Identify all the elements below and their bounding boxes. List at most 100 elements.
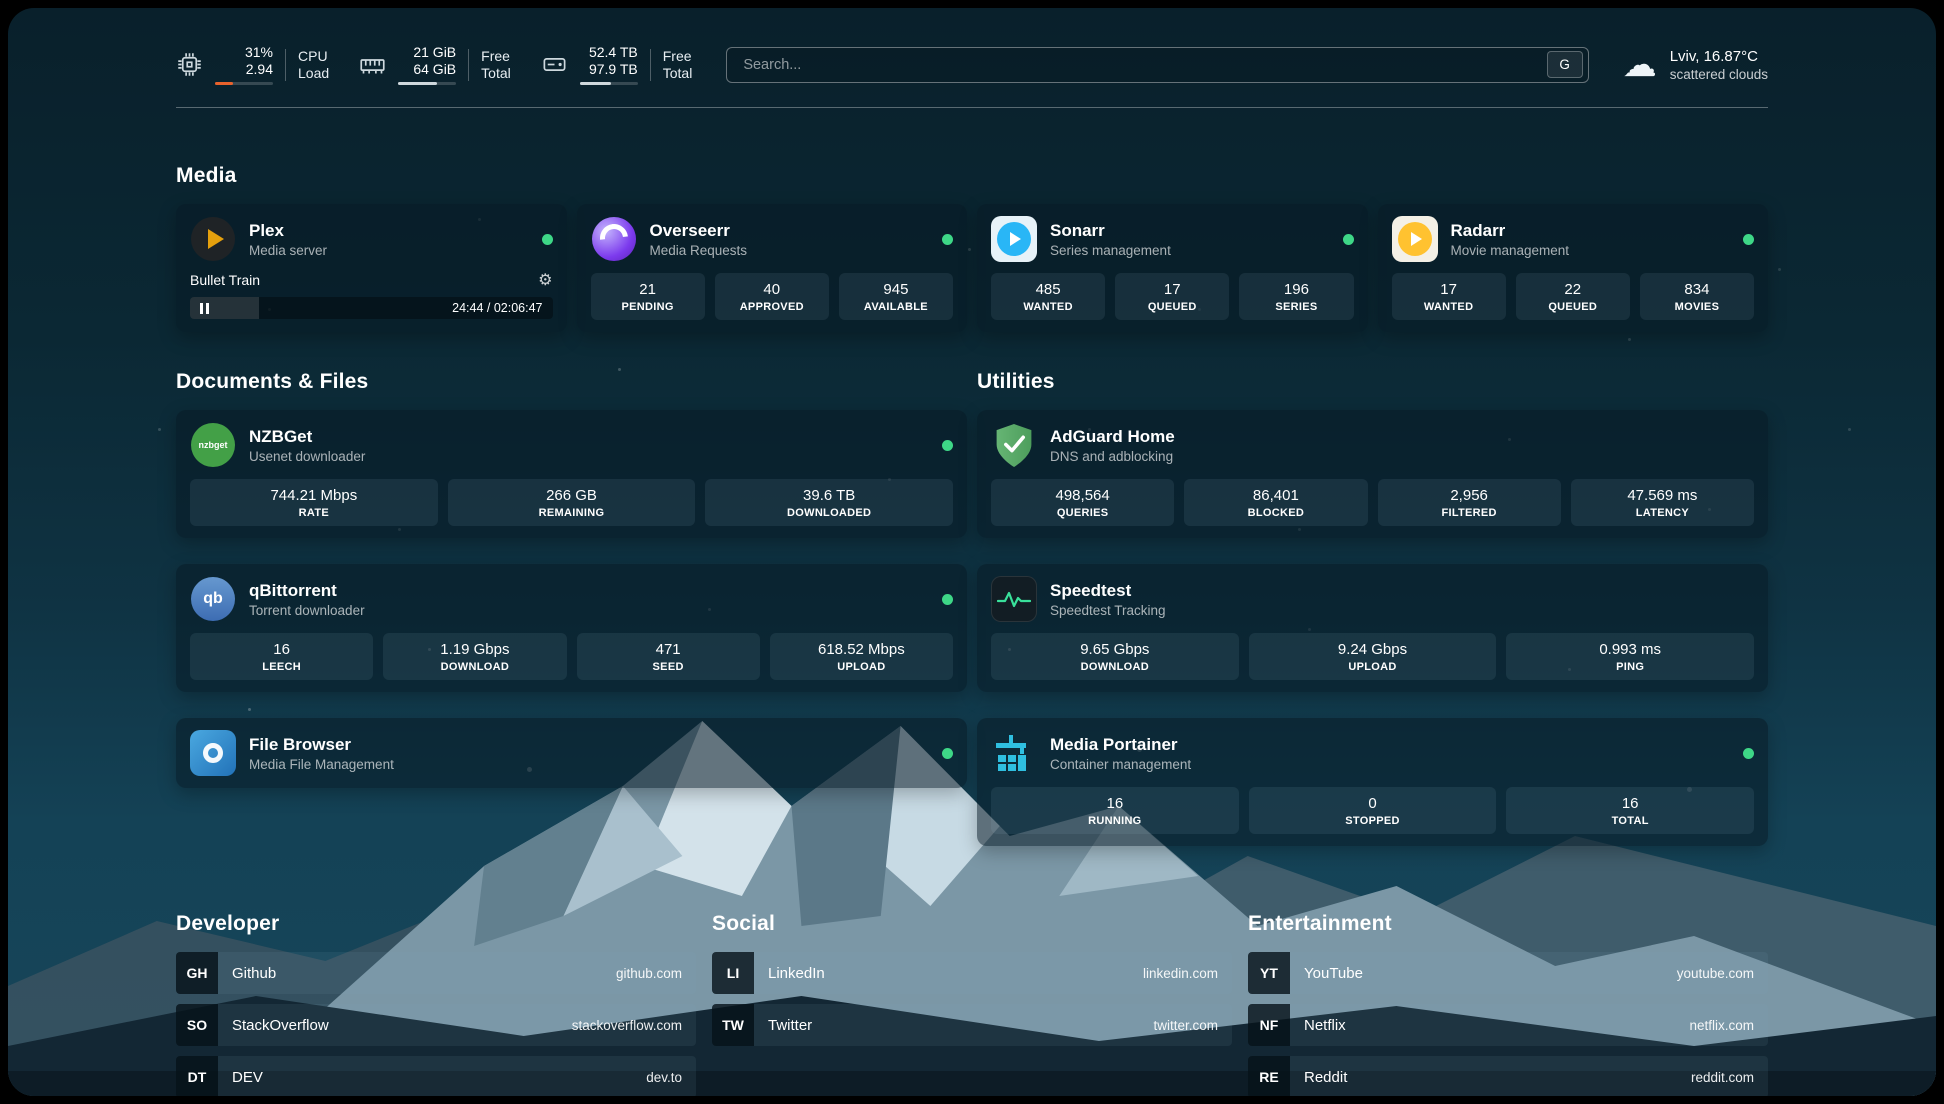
app-card-overseerr[interactable]: Overseerr Media Requests 21 PENDING — [576, 204, 967, 332]
app-card-sonarr[interactable]: Sonarr Series management 485 WANTED — [977, 204, 1368, 332]
bookmark-twitter[interactable]: TW Twitter twitter.com — [712, 1004, 1232, 1046]
stat-box: 266 GB REMAINING — [447, 479, 696, 526]
bookmark-group-entertainment: Entertainment YT YouTube youtube.com NF … — [1248, 912, 1768, 1096]
bookmark-stackoverflow[interactable]: SO StackOverflow stackoverflow.com — [176, 1004, 696, 1046]
bookmark-netflix[interactable]: NF Netflix netflix.com — [1248, 1004, 1768, 1046]
stat-label: SERIES — [1275, 301, 1318, 313]
search-engine-button[interactable]: G — [1546, 51, 1583, 78]
stat-box: 16 LEECH — [190, 633, 374, 680]
linkedin-icon: LI — [712, 952, 754, 994]
stat-label: PING — [1616, 661, 1645, 673]
ram-usage-bar — [398, 82, 457, 85]
dashboard-screen: 31% 2.94 CPU Load — [8, 8, 1936, 1096]
ram-label-2: Total — [481, 64, 511, 81]
stat-value: 834 — [1684, 281, 1710, 298]
bookmark-linkedin[interactable]: LI LinkedIn linkedin.com — [712, 952, 1232, 994]
status-dot — [541, 233, 553, 245]
stat-box: 22 QUEUED — [1515, 273, 1630, 320]
status-dot — [1342, 233, 1354, 245]
bookmark-name: Reddit — [1304, 1068, 1348, 1086]
stat-box: 16 RUNNING — [991, 787, 1239, 834]
stat-value: 9.65 Gbps — [1080, 641, 1150, 658]
section-utilities: Utilities — [977, 370, 1768, 846]
disk-icon — [543, 58, 566, 71]
stat-value: 0 — [1368, 795, 1377, 812]
app-card-qbittorrent[interactable]: qb qBittorrent Torrent downloader — [176, 564, 967, 692]
ram-total-value: 64 GiB — [413, 61, 457, 77]
bookmark-name: Twitter — [768, 1016, 813, 1034]
weather-location: Lviv, 16.87°C — [1669, 47, 1758, 65]
bookmark-name: Github — [232, 964, 277, 982]
app-subtitle: Movie management — [1450, 242, 1570, 258]
stackoverflow-icon: SO — [176, 1004, 218, 1046]
search-bar[interactable]: G — [726, 46, 1589, 83]
plex-icon — [190, 216, 236, 262]
stat-box: 17 QUEUED — [1115, 273, 1230, 320]
stat-box: 196 SERIES — [1239, 273, 1354, 320]
bookmark-name: LinkedIn — [768, 964, 825, 982]
bookmark-name: YouTube — [1304, 964, 1363, 982]
app-card-nzbget[interactable]: nzbget NZBGet Usenet downloader — [176, 410, 967, 538]
stat-label: LEECH — [262, 661, 302, 673]
top-bar: 31% 2.94 CPU Load — [176, 8, 1768, 85]
status-dot — [942, 233, 953, 245]
stat-box: 2,956 FILTERED — [1377, 479, 1561, 526]
stat-label: AVAILABLE — [863, 301, 928, 313]
app-card-speedtest[interactable]: Speedtest Speedtest Tracking 9.65 Gbps D… — [977, 564, 1768, 692]
app-card-filebrowser[interactable]: File Browser Media File Management — [176, 718, 967, 788]
bookmark-url: reddit.com — [1690, 1069, 1754, 1085]
cpu-percent: 31% — [244, 44, 273, 60]
section-title-documents: Documents & Files — [176, 370, 369, 393]
stat-label: DOWNLOADED — [787, 507, 872, 519]
app-card-adguard[interactable]: AdGuard Home DNS and adblocking 498,564 … — [977, 410, 1768, 538]
adguard-icon — [991, 422, 1037, 468]
stat-label: TOTAL — [1611, 815, 1649, 827]
status-dot — [942, 747, 953, 759]
stat-label: UPLOAD — [1348, 661, 1397, 673]
stat-value: 471 — [655, 641, 681, 658]
app-title: Speedtest — [1050, 580, 1132, 600]
radarr-icon — [1391, 216, 1438, 262]
bookmark-youtube[interactable]: YT YouTube youtube.com — [1248, 952, 1768, 994]
bookmark-reddit[interactable]: RE Reddit reddit.com — [1248, 1056, 1768, 1096]
stat-value: 21 — [639, 281, 656, 298]
app-card-plex[interactable]: Plex Media server Bullet Train ⚙ — [176, 204, 567, 332]
stat-box: 485 WANTED — [991, 273, 1106, 320]
bookmark-github[interactable]: GH Github github.com — [176, 952, 696, 994]
settings-gear-icon[interactable]: ⚙ — [538, 272, 553, 289]
stat-value: 16 — [1106, 795, 1124, 812]
bookmark-group-social: Social LI LinkedIn linkedin.com TW Twitt… — [712, 912, 1232, 1096]
app-card-portainer[interactable]: Media Portainer Container management 16 … — [977, 718, 1768, 846]
stat-box: 0 STOPPED — [1248, 787, 1497, 834]
app-subtitle: Usenet downloader — [249, 448, 366, 464]
cpu-widget: 31% 2.94 CPU Load — [176, 44, 329, 85]
disk-label-2: Total — [662, 64, 693, 81]
app-subtitle: Media File Management — [249, 756, 394, 772]
cpu-load-value: 2.94 — [245, 61, 273, 77]
stat-box: 471 SEED — [576, 633, 760, 680]
ram-widget: 21 GiB 64 GiB Free Total — [359, 44, 511, 85]
stat-label: REMAINING — [538, 507, 605, 519]
overseerr-icon — [591, 216, 637, 262]
bookmark-name: Netflix — [1304, 1016, 1346, 1034]
stat-value: 266 GB — [546, 487, 597, 504]
bookmark-dev[interactable]: DT DEV dev.to — [176, 1056, 696, 1096]
bookmark-url: github.com — [615, 965, 682, 981]
stat-box: 945 AVAILABLE — [838, 273, 954, 320]
section-documents: Documents & Files nzbget NZBGet Usenet d… — [176, 370, 967, 846]
bookmark-url: netflix.com — [1689, 1017, 1754, 1033]
bookmark-group-developer: Developer GH Github github.com SO StackO… — [176, 912, 696, 1096]
app-card-radarr[interactable]: Radarr Movie management 17 WANTED 2 — [1377, 204, 1768, 332]
stat-label: BLOCKED — [1247, 507, 1305, 519]
search-input[interactable] — [743, 56, 1547, 73]
stat-label: PENDING — [621, 301, 674, 313]
playback-progress-bar[interactable]: 24:44 / 02:06:47 — [190, 297, 553, 319]
ram-label: Free — [481, 47, 510, 64]
status-dot — [942, 593, 953, 605]
stat-box: 17 WANTED — [1391, 273, 1506, 320]
pause-button[interactable] — [190, 302, 218, 314]
stat-label: RATE — [298, 507, 329, 519]
status-dot — [1743, 233, 1754, 245]
app-subtitle: Media Requests — [649, 242, 748, 258]
